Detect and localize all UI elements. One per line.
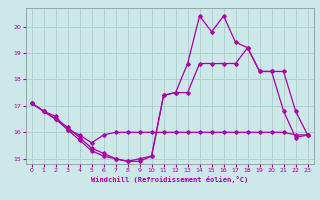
X-axis label: Windchill (Refroidissement éolien,°C): Windchill (Refroidissement éolien,°C) <box>91 176 248 183</box>
